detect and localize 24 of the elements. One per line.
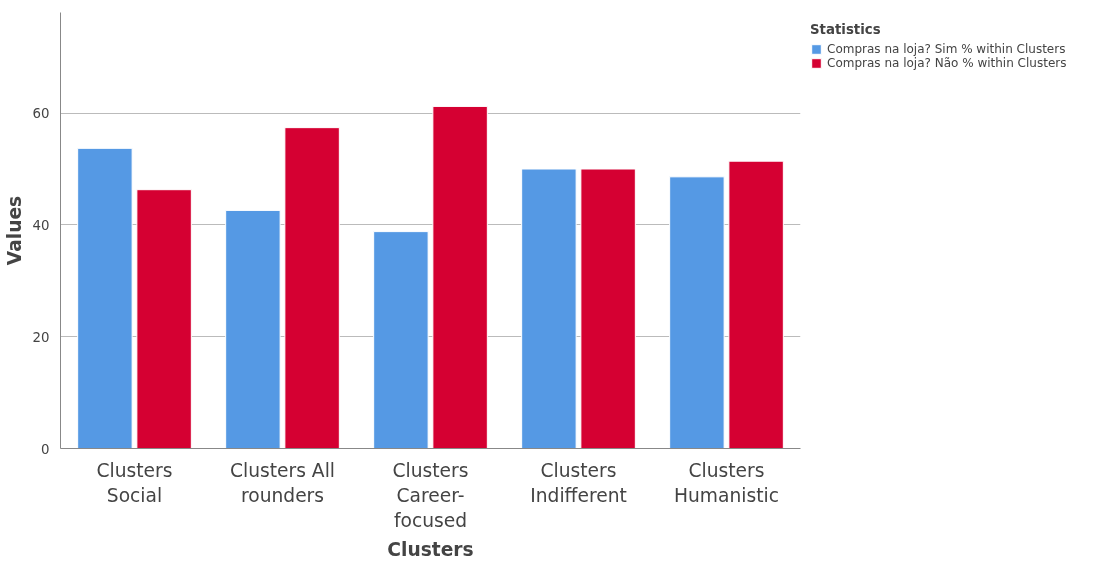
legend-title: Statistics [810, 22, 882, 37]
y-tick-label: 0 [41, 441, 50, 457]
bar [373, 231, 429, 449]
x-tick-label: Clusters All rounders [230, 459, 335, 506]
bar [580, 168, 636, 449]
bar [284, 127, 340, 449]
legend-label: Compras na loja? Não % within Clusters [827, 56, 1067, 70]
x-tick-label: Clusters Humanistic [674, 459, 779, 506]
bar [521, 168, 577, 449]
bar [669, 176, 725, 449]
x-tick-label: Clusters Career-focused [392, 459, 469, 531]
y-tick-label: 60 [32, 106, 50, 122]
bar [432, 105, 488, 449]
bar [136, 189, 192, 449]
y-tick-label: 20 [32, 329, 50, 345]
x-tick-label: Clusters Social [96, 459, 173, 506]
bar [225, 209, 281, 449]
x-tick-label: Clusters Indifferent [530, 459, 627, 506]
y-tick-label: 40 [32, 217, 50, 233]
bar [77, 147, 133, 449]
y-axis-title: Values [3, 195, 25, 266]
x-axis-title: Clusters [387, 538, 474, 560]
bar [728, 160, 784, 449]
legend-label: Compras na loja? Sim % within Clusters [827, 42, 1066, 56]
